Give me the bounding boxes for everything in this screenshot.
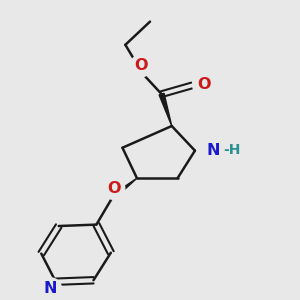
Text: -H: -H xyxy=(224,143,241,157)
Text: N: N xyxy=(206,142,220,158)
Circle shape xyxy=(103,177,125,200)
Text: O: O xyxy=(107,181,121,196)
Circle shape xyxy=(130,55,152,77)
Polygon shape xyxy=(159,93,172,126)
Text: O: O xyxy=(135,58,148,73)
Polygon shape xyxy=(111,178,137,200)
Circle shape xyxy=(193,74,215,96)
Circle shape xyxy=(40,278,62,300)
Text: O: O xyxy=(197,77,210,92)
Text: N: N xyxy=(44,281,57,296)
Circle shape xyxy=(202,139,224,161)
